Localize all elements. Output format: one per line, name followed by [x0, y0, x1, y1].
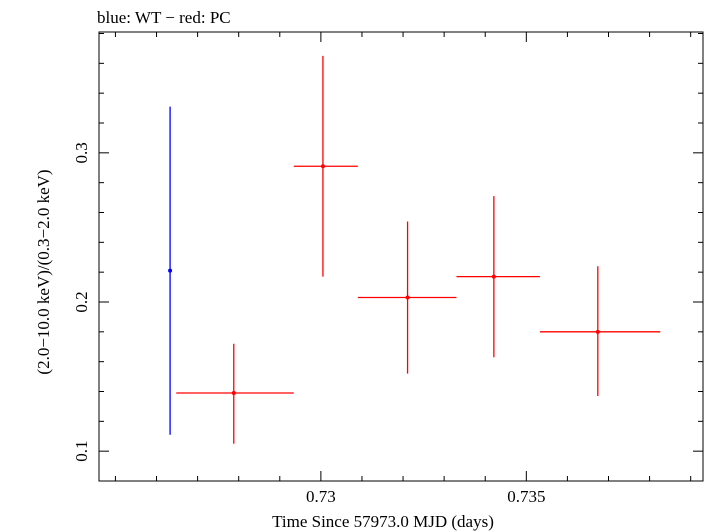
- data-point: [405, 295, 410, 300]
- data-point: [595, 329, 600, 334]
- data-point: [168, 268, 173, 273]
- y-axis-label: (2.0−10.0 keV)/(0.3−2.0 keV): [34, 169, 53, 374]
- x-axis-label: Time Since 57973.0 MJD (days): [272, 512, 494, 531]
- chart-title: blue: WT − red: PC: [97, 8, 231, 27]
- x-tick-label: 0.735: [507, 487, 545, 506]
- y-tick-label: 0.2: [72, 291, 91, 312]
- plot-frame: [98, 31, 704, 482]
- y-axis: 0.1 0.2 0.3: [72, 32, 703, 482]
- y-tick-label: 0.1: [72, 441, 91, 462]
- series-wt: [168, 106, 173, 435]
- data-point: [491, 274, 496, 279]
- data-point: [231, 390, 236, 395]
- y-tick-label: 0.3: [72, 142, 91, 163]
- data-point: [320, 164, 325, 169]
- x-tick-label: 0.73: [306, 487, 336, 506]
- x-axis: 0.73 0.735: [114, 32, 692, 506]
- data-series: [168, 55, 661, 444]
- series-pc: [176, 55, 661, 444]
